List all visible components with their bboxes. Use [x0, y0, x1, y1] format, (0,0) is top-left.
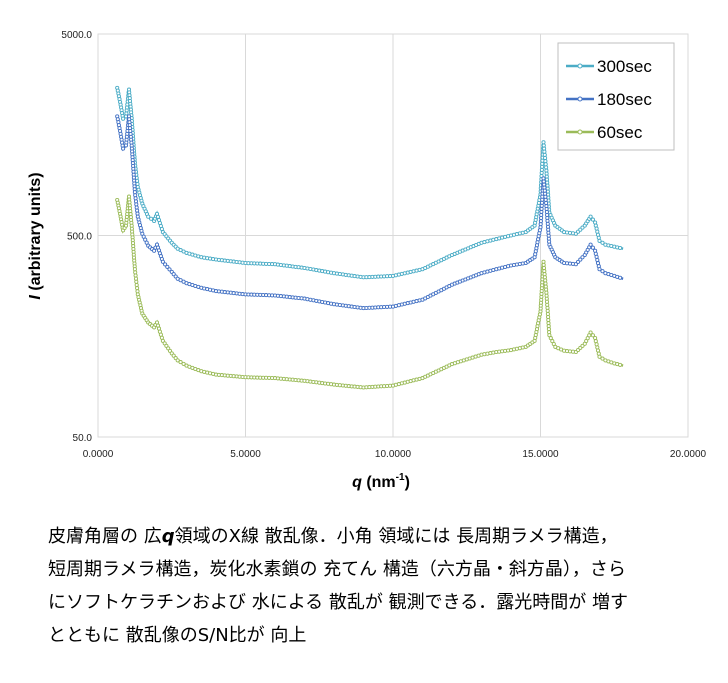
- data-point: [178, 278, 183, 283]
- data-point: [165, 264, 170, 269]
- data-point: [590, 333, 595, 338]
- data-point: [590, 245, 595, 250]
- data-point: [588, 214, 593, 219]
- caption-text: 領域のX線 散乱像．小角 領域には 長周期ラメラ構造，: [174, 526, 618, 547]
- data-point: [134, 279, 139, 284]
- x-tick-label: 5.0000: [230, 449, 261, 460]
- data-point: [141, 234, 146, 239]
- data-point: [618, 245, 623, 251]
- caption-text: 皮膚角層の 広: [48, 526, 162, 547]
- data-point: [160, 259, 165, 264]
- data-point: [600, 240, 605, 245]
- data-point: [588, 242, 593, 247]
- data-point: [541, 140, 546, 145]
- data-point: [595, 348, 601, 353]
- legend-label: 60sec: [597, 123, 643, 142]
- data-point: [175, 358, 180, 363]
- data-point: [143, 237, 148, 242]
- data-point: [588, 330, 593, 335]
- data-point: [152, 248, 157, 253]
- plot-frame: [97, 33, 689, 438]
- series-60sec: [115, 194, 624, 390]
- data-point: [121, 116, 126, 121]
- data-point: [146, 214, 151, 219]
- data-point: [543, 155, 548, 161]
- x-tick-label: 15.0000: [522, 449, 559, 460]
- legend-label: 180sec: [597, 90, 652, 109]
- data-point: [578, 257, 583, 262]
- data-point: [600, 356, 605, 361]
- data-point: [132, 267, 137, 272]
- caption-line-4: とともに 散乱像のS/N比が 向上: [48, 625, 307, 646]
- legend-marker: [577, 63, 583, 69]
- legend-marker: [577, 96, 583, 102]
- caption-line-3: にソフトケラチンおよび 水による 散乱が 観測できる．露光時間が 増す: [48, 592, 628, 613]
- caption-q-symbol: q: [161, 526, 175, 547]
- series-180sec: [115, 114, 624, 311]
- data-point: [597, 238, 602, 243]
- figure-caption: 皮膚角層の 広q領域のX線 散乱像．小角 領域には 長周期ラメラ構造， 短周期ラ…: [48, 520, 713, 652]
- data-point: [600, 269, 605, 274]
- x-tick-label: 0.0000: [83, 449, 114, 460]
- y-tick-labels: 50.0 500.0 5000.0: [61, 30, 92, 444]
- y-tick-label: 5000.0: [61, 30, 92, 41]
- data-point: [618, 362, 623, 367]
- legend-label: 300sec: [597, 57, 652, 76]
- data-point: [144, 240, 149, 245]
- data-point: [576, 259, 581, 264]
- y-axis-title: I (arbitrary units): [27, 172, 44, 299]
- data-point: [597, 267, 602, 272]
- data-point: [618, 275, 623, 280]
- y-tick-label: 50.0: [73, 433, 93, 444]
- scattering-chart: 50.0 500.0 5000.0 0.0000 5.0000 10.0000 15.00…: [27, 30, 707, 491]
- data-point: [121, 146, 126, 151]
- legend-marker: [577, 129, 583, 135]
- data-point: [548, 336, 553, 341]
- data-point: [149, 216, 154, 221]
- data-point: [544, 165, 549, 170]
- data-point: [167, 267, 172, 272]
- data-point: [181, 361, 186, 366]
- x-tick-label: 10.0000: [375, 449, 412, 460]
- legend: 300sec 180sec 60sec: [557, 42, 675, 151]
- data-point: [135, 286, 140, 291]
- series-300sec: [115, 85, 624, 280]
- data-point: [597, 354, 602, 359]
- x-tick-label: 20.0000: [670, 449, 707, 460]
- y-tick-label: 500.0: [67, 232, 92, 243]
- data-point: [573, 262, 578, 267]
- series-layer: [115, 85, 624, 390]
- x-tick-labels: 0.0000 5.0000 10.0000 15.0000 20.0000: [83, 449, 707, 460]
- caption-line-2: 短周期ラメラ構造，炭化水素鎖の 充てん 構造（六方晶・斜方晶），さら: [48, 559, 626, 580]
- caption-line-1: 皮膚角層の 広q領域のX線 散乱像．小角 領域には 長周期ラメラ構造，: [48, 520, 713, 553]
- data-point: [580, 255, 585, 260]
- data-point: [178, 360, 183, 365]
- data-point: [542, 149, 547, 154]
- chart-svg: 50.0 500.0 5000.0 0.0000 5.0000 10.0000 15.00…: [27, 30, 707, 491]
- data-point: [590, 217, 595, 222]
- data-point: [163, 262, 168, 267]
- data-point: [133, 273, 138, 278]
- x-axis-title: q (nm-1): [352, 472, 410, 491]
- data-point: [593, 339, 598, 344]
